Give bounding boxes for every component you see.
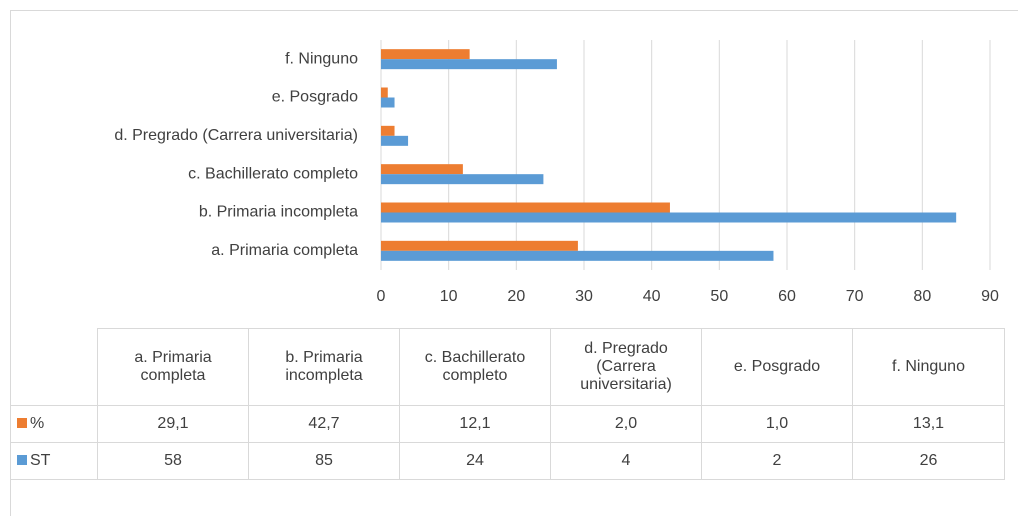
table-value: 85 [248,442,400,480]
table-value: 13,1 [852,405,1005,443]
table-value: 24 [399,442,551,480]
bar [381,164,463,175]
table-value: 42,7 [248,405,400,443]
bar [381,59,557,70]
table-header-cell: c. Bachillerato completo [399,328,551,406]
table-header-cell: a. Primaria completa [97,328,249,406]
table-value: 2,0 [550,405,702,443]
x-tick-label: 80 [913,288,931,305]
x-tick-label: 30 [575,288,593,305]
legend-cell: ST [10,442,98,480]
y-tick-label: c. Bachillerato completo [188,165,358,182]
y-tick-label: b. Primaria incompleta [199,204,358,221]
table-header-cell: e. Posgrado [701,328,853,406]
bar [381,250,774,261]
x-tick-label: 20 [507,288,525,305]
bar [381,174,544,185]
legend-cell: % [10,405,98,443]
table-corner [10,328,98,406]
table-value: 12,1 [399,405,551,443]
x-tick-label: 60 [778,288,796,305]
legend-label: % [30,415,45,432]
legend-swatch [17,418,27,428]
table-row: ST 58 85 24 4 2 26 [10,442,1005,480]
bar [381,240,578,251]
x-tick-label: 10 [440,288,458,305]
table-row: % 29,1 42,7 12,1 2,0 1,0 13,1 [10,405,1005,443]
bar [381,202,670,213]
table-header-cell: d. Pregrado (Carrera universitaria) [550,328,702,406]
bar [381,97,395,108]
table-value: 26 [852,442,1005,480]
chart-border [10,10,1018,516]
bar [381,49,470,60]
table-value: 29,1 [97,405,249,443]
bar [381,125,395,136]
table-header-cell: b. Primaria incompleta [248,328,400,406]
table-value: 2 [701,442,853,480]
bar [381,135,409,146]
x-tick-label: 40 [643,288,661,305]
x-tick-label: 50 [710,288,728,305]
table-value: 58 [97,442,249,480]
legend-swatch [17,455,27,465]
table-value: 4 [550,442,702,480]
x-tick-label: 70 [846,288,864,305]
y-tick-label: a. Primaria completa [211,242,358,259]
y-tick-label: f. Ninguno [285,50,358,67]
x-tick-label: 90 [981,288,999,305]
bar [381,87,388,98]
table-header-cell: f. Ninguno [852,328,1005,406]
y-tick-label: e. Posgrado [272,89,358,106]
y-tick-label: d. Pregrado (Carrera universitaria) [114,127,358,144]
table-header-row: a. Primaria completa b. Primaria incomple… [10,328,1005,406]
data-table: a. Primaria completa b. Primaria incomple… [10,328,1005,480]
table-value: 1,0 [701,405,853,443]
x-tick-label: 0 [377,288,386,305]
bar [381,212,957,223]
legend-label: ST [30,452,51,469]
